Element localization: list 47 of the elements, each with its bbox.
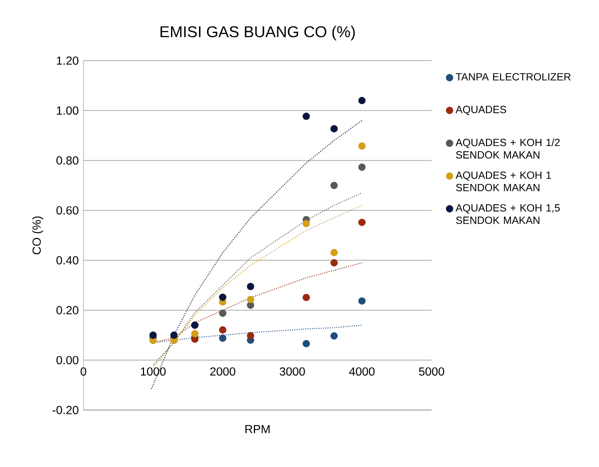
point (358, 164, 366, 171)
point (170, 332, 178, 339)
y-tick-label: 0.80 (56, 156, 78, 165)
point (330, 125, 338, 133)
x-tick-label: 5000 (418, 367, 444, 376)
legend-label: AQUADES (456, 106, 506, 116)
legend-label: AQUADES + KOH 1,5 SENDOK MAKAN (456, 204, 560, 224)
point (330, 182, 338, 190)
y-tick-label: 0.00 (56, 356, 78, 364)
point (219, 310, 226, 317)
point (302, 294, 310, 302)
point (246, 282, 254, 290)
point (302, 340, 310, 348)
point (149, 332, 157, 339)
point (219, 334, 226, 342)
point (358, 297, 366, 305)
x-axis-title: RPM (245, 425, 270, 434)
point (330, 259, 338, 267)
chart-title: EMISI GAS BUANG CO (%) (160, 26, 355, 40)
point (246, 332, 254, 340)
y-tick-label: 0.20 (56, 306, 78, 314)
point (358, 97, 366, 104)
point (219, 326, 226, 334)
x-tick-label: 2000 (210, 367, 236, 376)
x-tick-label: 1000 (140, 367, 166, 376)
legend-label: AQUADES + KOH 1 SENDOK MAKAN (456, 172, 551, 192)
y-tick-label: 0.60 (56, 206, 78, 215)
x-tick-label: 0 (80, 367, 86, 376)
y-tick-label: -0.20 (52, 406, 78, 414)
point (330, 249, 338, 256)
point (219, 294, 226, 301)
point (358, 218, 366, 226)
y-tick-label: 1.20 (56, 56, 78, 65)
point (358, 142, 366, 150)
x-tick-label: 4000 (349, 367, 375, 376)
y-axis-title: CO (%) (32, 216, 44, 254)
point (302, 220, 310, 228)
point (246, 302, 254, 309)
legend-label: TANPA ELECTROLIZER (456, 73, 571, 81)
point (246, 296, 254, 304)
x-tick-label: 3000 (280, 367, 305, 376)
legend-label: AQUADES + KOH 1/2 SENDOK MAKAN (456, 138, 560, 159)
y-tick-label: 1.00 (56, 106, 78, 115)
point (330, 332, 338, 340)
point (302, 112, 310, 120)
y-tick-label: 0.40 (56, 256, 78, 265)
point (191, 330, 198, 338)
